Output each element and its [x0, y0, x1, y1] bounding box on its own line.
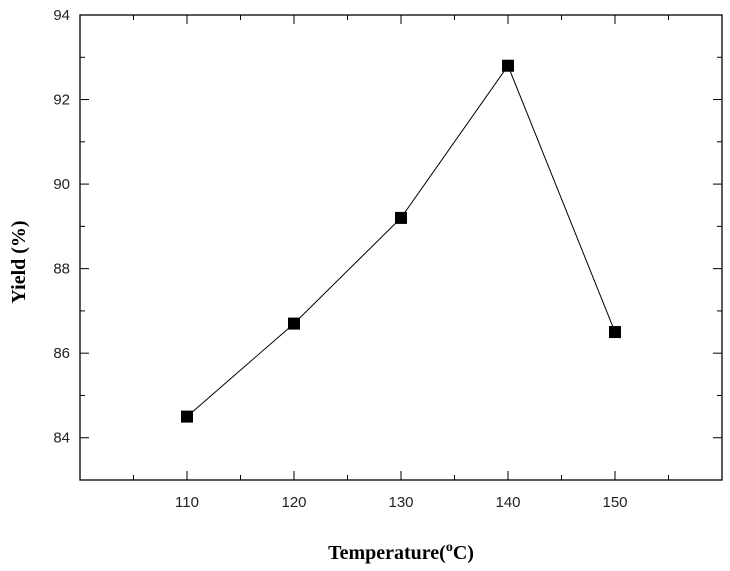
- series-markers: [181, 60, 621, 423]
- y-axis-tick-labels: 84 86 88 90 92 94: [53, 7, 70, 447]
- y-tick-label: 88: [53, 261, 70, 278]
- series-line: [187, 66, 615, 417]
- y-axis-title: Yield (%): [8, 220, 30, 303]
- y-tick-label: 90: [53, 176, 70, 193]
- x-axis-ticks: [134, 15, 669, 480]
- y-tick-label: 94: [53, 7, 70, 24]
- x-tick-label: 110: [175, 494, 199, 511]
- y-axis-ticks: [80, 15, 722, 480]
- data-point: [181, 411, 193, 423]
- y-tick-label: 86: [53, 345, 70, 362]
- x-tick-label: 150: [602, 494, 627, 511]
- x-axis-title: Temperature(oC): [328, 540, 474, 564]
- data-point: [609, 326, 621, 338]
- data-point: [395, 212, 407, 224]
- x-axis-tick-labels: 110 120 130 140 150: [175, 494, 627, 511]
- data-point: [288, 318, 300, 330]
- y-tick-label: 84: [53, 430, 70, 447]
- x-tick-label: 140: [495, 494, 520, 511]
- data-point: [502, 60, 514, 72]
- x-tick-label: 120: [281, 494, 306, 511]
- x-tick-label: 130: [388, 494, 413, 511]
- plot-frame: [80, 15, 722, 480]
- y-tick-label: 92: [53, 92, 70, 109]
